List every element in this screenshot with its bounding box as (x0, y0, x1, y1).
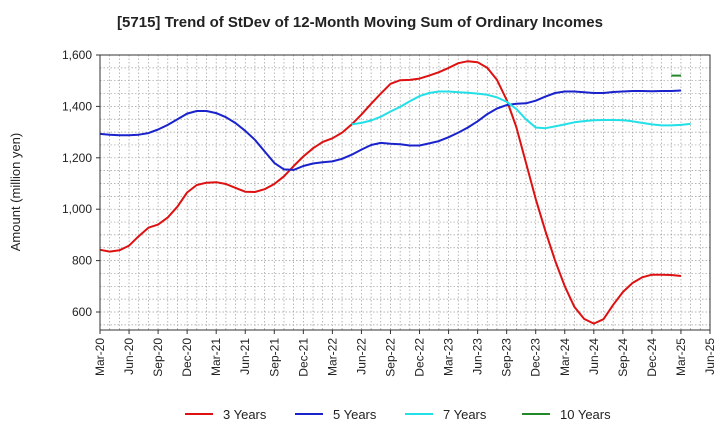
y-tick-label: 800 (72, 254, 92, 268)
y-tick-label: 1,600 (62, 48, 92, 62)
x-tick-label: Jun-21 (238, 338, 252, 375)
x-tick-label: Dec-23 (529, 338, 543, 377)
x-tick-label: Jun-20 (122, 338, 136, 375)
y-axis-label: Amount (million yen) (8, 133, 23, 252)
chart-title: [5715] Trend of StDev of 12-Month Moving… (117, 14, 603, 31)
x-tick-label: Mar-23 (442, 338, 456, 376)
x-tick-label: Dec-21 (296, 338, 310, 377)
y-tick-label: 600 (72, 305, 92, 319)
x-tick-label: Mar-20 (93, 338, 107, 376)
legend-label: 3 Years (223, 407, 267, 422)
series-line-3-years (99, 60, 682, 325)
x-tick-label: Sep-23 (500, 338, 514, 377)
x-tick-label: Mar-21 (209, 338, 223, 376)
legend-label: 7 Years (443, 407, 487, 422)
x-tick-label: Mar-24 (558, 338, 572, 376)
y-tick-label: 1,400 (62, 99, 92, 113)
x-tick-label: Mar-25 (674, 338, 688, 376)
x-tick-label: Sep-20 (151, 338, 165, 377)
x-tick-label: Sep-21 (267, 338, 281, 377)
x-tick-label: Sep-22 (383, 338, 397, 377)
x-tick-label: Mar-22 (325, 338, 339, 376)
legend-label: 5 Years (333, 407, 377, 422)
y-tick-label: 1,200 (62, 151, 92, 165)
x-tick-label: Jun-23 (471, 338, 485, 375)
x-tick-label: Jun-24 (587, 338, 601, 375)
x-tick-label: Dec-24 (645, 338, 659, 377)
legend-label: 10 Years (560, 407, 611, 422)
y-tick-label: 1,000 (62, 202, 92, 216)
x-tick-label: Jun-25 (703, 338, 717, 375)
series-line-5-years (99, 89, 682, 171)
series-line-7-years (351, 90, 691, 130)
x-tick-label: Sep-24 (616, 338, 630, 377)
x-tick-label: Jun-22 (354, 338, 368, 375)
plot-frame (99, 54, 711, 331)
x-tick-label: Dec-22 (413, 338, 427, 377)
x-tick-label: Dec-20 (180, 338, 194, 377)
